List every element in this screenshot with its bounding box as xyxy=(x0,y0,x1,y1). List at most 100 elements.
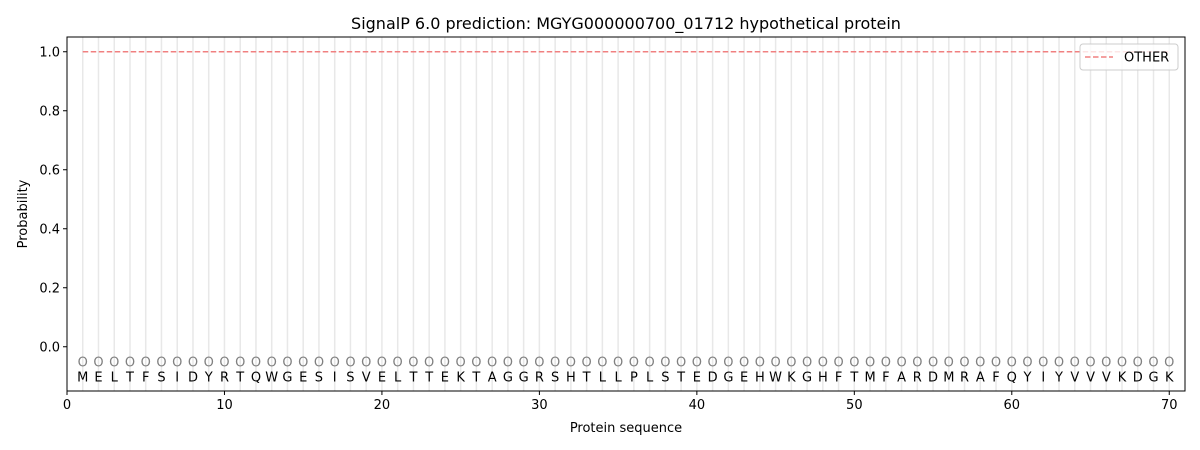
residue-label: E xyxy=(441,370,449,385)
residue-label: R xyxy=(535,370,544,385)
residue-label: M xyxy=(77,370,88,385)
x-tick-label: 30 xyxy=(531,398,548,413)
x-tick-label: 10 xyxy=(216,398,233,413)
y-tick-label: 0.6 xyxy=(39,163,60,178)
region-label: O xyxy=(345,356,355,371)
residue-label: E xyxy=(94,370,102,385)
residue-label: P xyxy=(630,370,638,385)
legend-box xyxy=(1079,43,1179,71)
y-tick-label: 0.2 xyxy=(39,281,60,296)
residue-label: T xyxy=(424,370,433,385)
residue-label: G xyxy=(519,370,529,385)
region-label: O xyxy=(440,356,450,371)
region-label: O xyxy=(707,356,717,371)
region-label: O xyxy=(141,356,151,371)
region-label: O xyxy=(818,356,828,371)
region-label: O xyxy=(770,356,780,371)
region-label: O xyxy=(1085,356,1095,371)
residue-label: S xyxy=(315,370,323,385)
region-label: O xyxy=(519,356,529,371)
residue-label: T xyxy=(582,370,591,385)
region-label: O xyxy=(896,356,906,371)
residue-label: Y xyxy=(204,370,213,385)
residue-label: M xyxy=(943,370,954,385)
region-label: O xyxy=(739,356,749,371)
residue-label: T xyxy=(471,370,480,385)
region-label: O xyxy=(408,356,418,371)
region-label: O xyxy=(298,356,308,371)
region-label: O xyxy=(235,356,245,371)
region-label: O xyxy=(645,356,655,371)
region-label: O xyxy=(93,356,103,371)
residue-label: V xyxy=(1086,370,1095,385)
region-label: O xyxy=(267,356,277,371)
legend-label-other: OTHER xyxy=(1124,51,1169,66)
residue-label: Q xyxy=(251,370,261,385)
region-label: O xyxy=(125,356,135,371)
region-label: O xyxy=(251,356,261,371)
residue-label: A xyxy=(897,370,906,385)
residue-label: V xyxy=(1102,370,1111,385)
residue-label: T xyxy=(408,370,417,385)
residue-label: I xyxy=(1041,370,1045,385)
residue-label: S xyxy=(157,370,165,385)
residue-label: L xyxy=(394,370,402,385)
region-label: O xyxy=(912,356,922,371)
residue-label: G xyxy=(282,370,292,385)
region-label: O xyxy=(833,356,843,371)
residue-label: I xyxy=(333,370,337,385)
x-axis-label: Protein sequence xyxy=(570,421,682,436)
residue-label: I xyxy=(175,370,179,385)
region-label: O xyxy=(314,356,324,371)
y-tick-label: 0.4 xyxy=(39,222,60,237)
region-label: O xyxy=(1007,356,1017,371)
residue-label: E xyxy=(299,370,307,385)
region-label: O xyxy=(361,356,371,371)
residue-label: D xyxy=(928,370,938,385)
region-label: O xyxy=(786,356,796,371)
residue-label: T xyxy=(235,370,244,385)
residue-label: Y xyxy=(1054,370,1063,385)
region-label: O xyxy=(802,356,812,371)
region-label: O xyxy=(755,356,765,371)
residue-label: R xyxy=(220,370,229,385)
region-label: O xyxy=(172,356,182,371)
residue-label: R xyxy=(960,370,969,385)
residue-label: Q xyxy=(1007,370,1017,385)
region-label: O xyxy=(975,356,985,371)
residue-label: S xyxy=(661,370,669,385)
residue-label: G xyxy=(503,370,513,385)
region-label: O xyxy=(487,356,497,371)
residue-label: A xyxy=(488,370,497,385)
region-label: O xyxy=(723,356,733,371)
x-tick-label: 70 xyxy=(1161,398,1178,413)
residue-label: F xyxy=(992,370,999,385)
region-label: O xyxy=(629,356,639,371)
region-label: O xyxy=(597,356,607,371)
residue-label: K xyxy=(1165,370,1174,385)
residue-label: S xyxy=(346,370,354,385)
residue-label: Y xyxy=(1023,370,1032,385)
residue-label: L xyxy=(646,370,654,385)
residue-label: H xyxy=(818,370,828,385)
residue-label: K xyxy=(456,370,465,385)
region-label: O xyxy=(928,356,938,371)
residue-label: T xyxy=(849,370,858,385)
region-label: O xyxy=(156,356,166,371)
region-label: O xyxy=(1022,356,1032,371)
x-tick-label: 0 xyxy=(63,398,71,413)
residue-label: F xyxy=(882,370,889,385)
region-label: O xyxy=(582,356,592,371)
residue-label: E xyxy=(740,370,748,385)
region-label: O xyxy=(1101,356,1111,371)
region-label: O xyxy=(1054,356,1064,371)
region-label: O xyxy=(692,356,702,371)
residue-label: G xyxy=(1148,370,1158,385)
region-label: O xyxy=(377,356,387,371)
residue-label: L xyxy=(111,370,119,385)
region-label: O xyxy=(204,356,214,371)
region-label: O xyxy=(566,356,576,371)
residue-label: E xyxy=(693,370,701,385)
residue-label: F xyxy=(835,370,842,385)
